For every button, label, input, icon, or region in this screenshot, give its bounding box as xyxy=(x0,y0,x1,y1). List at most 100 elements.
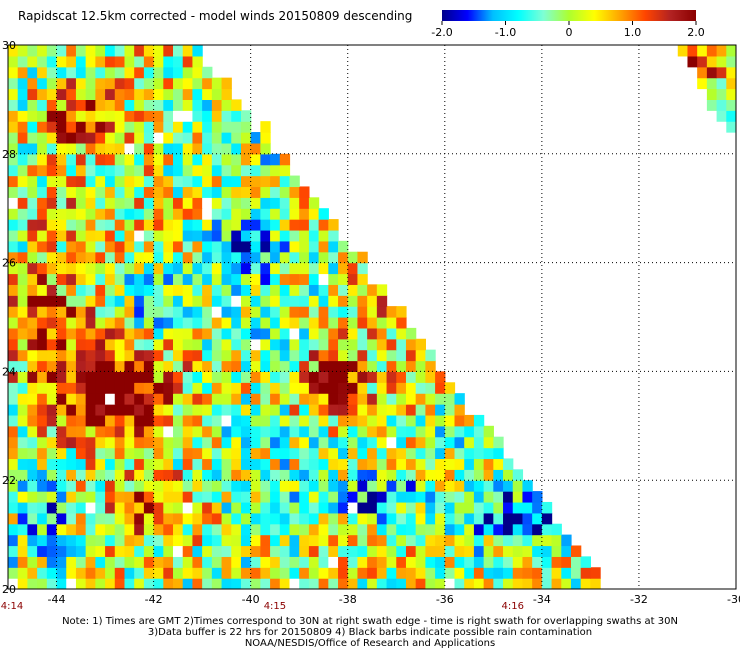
heatmap-cell xyxy=(308,338,320,351)
heatmap-cell xyxy=(240,512,252,525)
heatmap-cell xyxy=(250,447,261,460)
heatmap-cell xyxy=(56,121,67,133)
heatmap-cell xyxy=(308,240,320,253)
heatmap-cell xyxy=(299,251,310,264)
heatmap-cell xyxy=(483,491,494,503)
heatmap-cell xyxy=(134,545,145,557)
heatmap-cell xyxy=(66,229,77,242)
heatmap-cell xyxy=(173,240,184,253)
heatmap-cell xyxy=(318,240,329,253)
heatmap-cell xyxy=(425,360,436,372)
heatmap-cell xyxy=(95,404,106,416)
heatmap-cell xyxy=(328,458,339,470)
heatmap-cell xyxy=(182,142,194,155)
heatmap-cell xyxy=(75,208,87,220)
heatmap-cell xyxy=(357,306,368,318)
heatmap-cell xyxy=(211,132,223,144)
heatmap-cell xyxy=(153,371,164,383)
heatmap-cell xyxy=(202,88,213,100)
heatmap-cell xyxy=(260,523,271,536)
heatmap-cell xyxy=(270,240,281,253)
heatmap-cell xyxy=(221,393,232,405)
heatmap-cell xyxy=(153,393,164,405)
heatmap-cell xyxy=(318,523,329,536)
heatmap-cell xyxy=(211,240,223,253)
heatmap-cell xyxy=(153,534,164,547)
heatmap-cell xyxy=(367,545,378,557)
heatmap-cell xyxy=(202,262,213,275)
heatmap-cell xyxy=(240,132,252,144)
heatmap-cell xyxy=(27,382,38,394)
heatmap-cell xyxy=(405,469,417,481)
heatmap-cell xyxy=(95,534,106,547)
heatmap-cell xyxy=(328,349,339,362)
heatmap-cell xyxy=(250,545,261,557)
heatmap-cell xyxy=(202,338,213,351)
heatmap-cell xyxy=(240,404,252,416)
heatmap-cell xyxy=(318,229,329,242)
heatmap-cell xyxy=(192,469,203,481)
heatmap-cell xyxy=(163,458,174,470)
heatmap-cell xyxy=(279,295,291,307)
heatmap-cell xyxy=(134,110,145,122)
colorbar-tick-label: 0 xyxy=(566,26,573,39)
heatmap-cell xyxy=(250,436,261,449)
heatmap-cell xyxy=(202,393,213,405)
heatmap-cell xyxy=(85,556,96,568)
heatmap-cell xyxy=(8,556,19,568)
heatmap-cell xyxy=(211,153,223,166)
heatmap-cell xyxy=(134,469,145,481)
heatmap-cell xyxy=(405,545,417,557)
heatmap-cell xyxy=(425,545,436,557)
heatmap-cell xyxy=(299,229,310,242)
heatmap-cell xyxy=(376,534,388,547)
heatmap-cell xyxy=(66,327,77,340)
heatmap-cell xyxy=(435,523,446,536)
heatmap-cell xyxy=(211,469,223,481)
heatmap-cell xyxy=(105,175,116,188)
heatmap-cell xyxy=(143,306,155,318)
heatmap-cell xyxy=(328,578,339,589)
heatmap-cell xyxy=(308,436,320,449)
heatmap-cell xyxy=(192,164,203,177)
heatmap-cell xyxy=(124,88,135,100)
heatmap-cell xyxy=(289,447,300,460)
heatmap-cell xyxy=(231,545,242,557)
heatmap-cell xyxy=(473,567,485,579)
heatmap-cell xyxy=(464,567,475,579)
heatmap-cell xyxy=(231,186,242,198)
heatmap-cell xyxy=(8,197,19,209)
heatmap-cell xyxy=(299,469,310,481)
y-tick-label: 26 xyxy=(2,257,16,270)
time-label: 4:16 xyxy=(502,601,524,612)
heatmap-cell xyxy=(289,469,300,481)
heatmap-cell xyxy=(56,142,67,155)
heatmap-cell xyxy=(726,110,736,122)
heatmap-cell xyxy=(396,338,407,351)
heatmap-cell xyxy=(202,425,213,438)
heatmap-cell xyxy=(134,338,145,351)
heatmap-cell xyxy=(124,523,135,536)
heatmap-cell xyxy=(512,567,524,579)
heatmap-cell xyxy=(357,480,368,492)
heatmap-cell xyxy=(483,567,494,579)
heatmap-cell xyxy=(37,371,48,383)
heatmap-cell xyxy=(318,414,329,427)
heatmap-cell xyxy=(367,306,378,318)
heatmap-cell xyxy=(37,458,48,470)
heatmap-cell xyxy=(211,273,223,285)
heatmap-cell xyxy=(211,338,223,351)
heatmap-cell xyxy=(8,240,19,253)
heatmap-cell xyxy=(308,360,320,372)
heatmap-cell xyxy=(143,404,155,416)
heatmap-cell xyxy=(153,88,164,100)
heatmap-cell xyxy=(192,240,203,253)
heatmap-cell xyxy=(95,349,106,362)
heatmap-cell xyxy=(386,469,397,481)
heatmap-cell xyxy=(221,436,232,449)
heatmap-cell xyxy=(260,317,271,329)
heatmap-cell xyxy=(75,414,87,427)
heatmap-cell xyxy=(483,501,494,514)
heatmap-cell xyxy=(454,404,465,416)
heatmap-cell xyxy=(211,327,223,340)
